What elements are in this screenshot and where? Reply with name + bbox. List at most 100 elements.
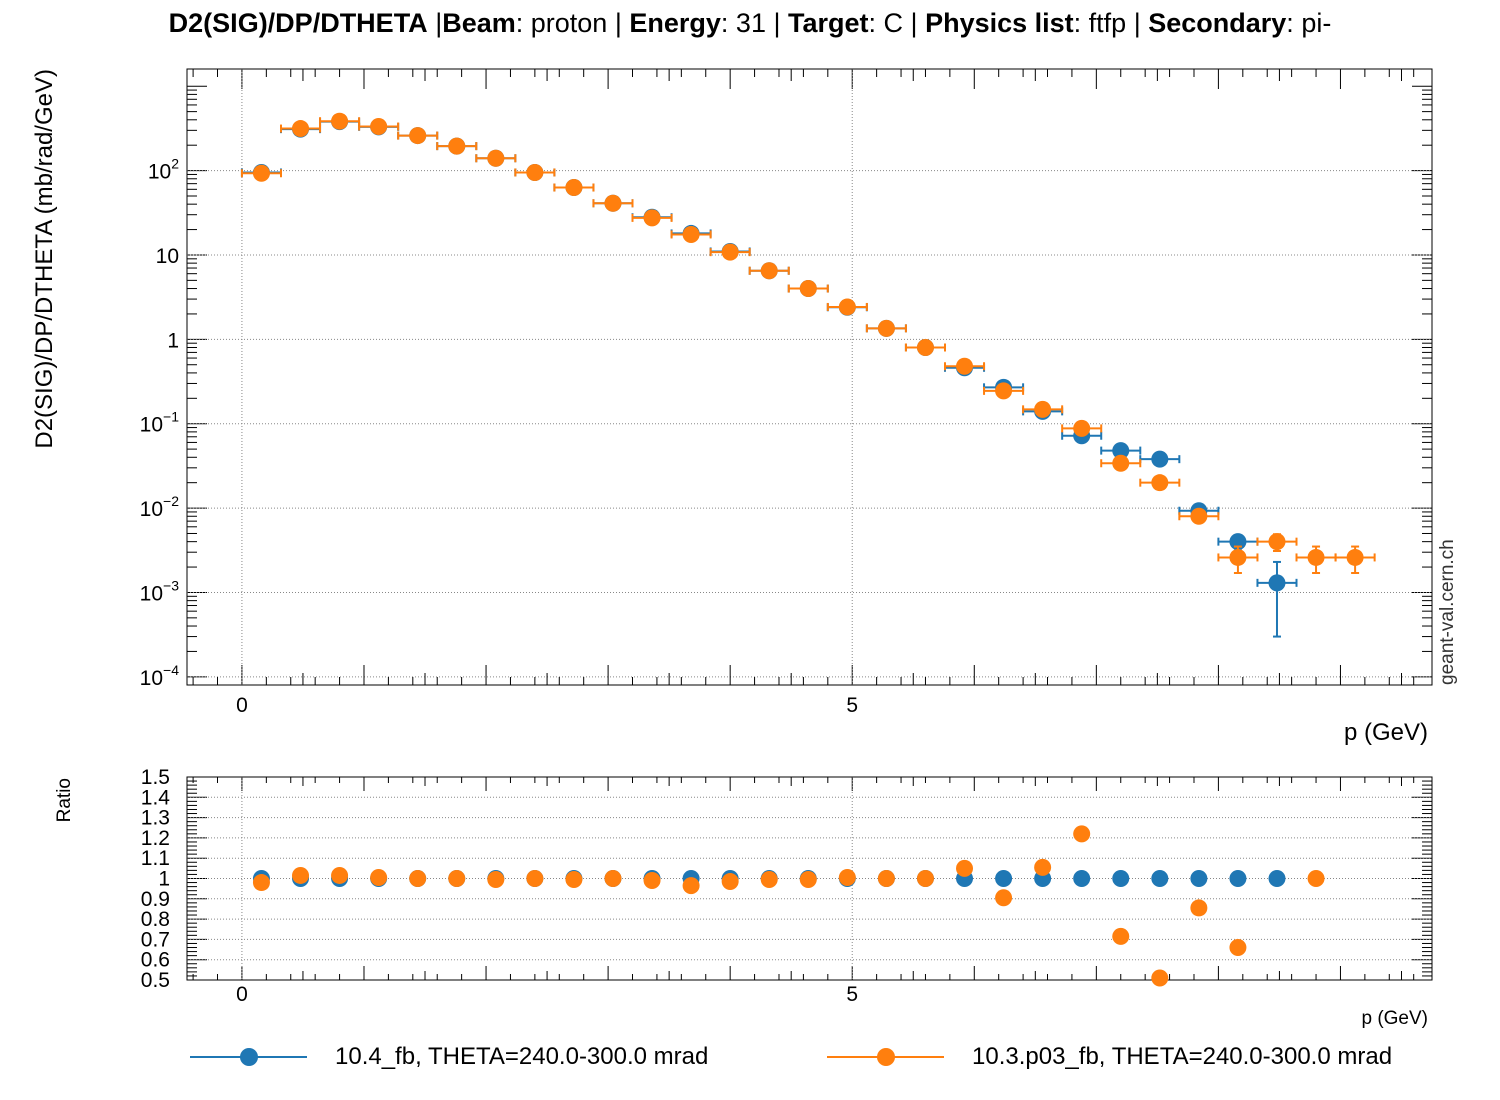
ratio-marker-series-2	[252, 874, 270, 892]
data-point-series-2	[553, 179, 595, 197]
data-point-series-2	[748, 262, 790, 280]
x-tick-label: 0	[236, 694, 248, 717]
y-tick-base: 1	[167, 329, 179, 352]
y-tick-label: 10−1	[140, 409, 180, 437]
data-point-series-2	[1334, 545, 1376, 575]
data-point-series-1	[1139, 450, 1181, 468]
ratio-marker-series-2	[487, 871, 505, 889]
ratio-marker-series-2	[721, 873, 739, 891]
data-point-series-1	[1256, 560, 1298, 638]
y-tick-label: 10−3	[140, 577, 180, 605]
ratio-y-tick-label: 1.4	[141, 786, 171, 809]
ratio-marker-series-2	[526, 870, 544, 887]
ratio-marker-series-2	[370, 868, 388, 886]
data-marker	[1307, 548, 1325, 566]
data-point-series-2	[983, 382, 1025, 400]
ratio-y-tick-label: 1.3	[141, 807, 170, 830]
title-target-key: Target	[788, 8, 869, 38]
ratio-marker-series-2	[799, 871, 817, 889]
legend-marker-1	[240, 1048, 258, 1066]
data-point-series-2	[319, 112, 361, 130]
data-marker	[721, 243, 739, 261]
ratio-marker-series-2	[1307, 870, 1325, 887]
ratio-y-tick-label: 1.5	[141, 766, 170, 789]
y-tick-base: 10	[140, 667, 163, 690]
ratio-y-tick-label: 1.1	[141, 847, 170, 870]
ratio-x-tick-label: 0	[236, 983, 248, 1006]
data-point-series-2	[475, 149, 517, 167]
ratio-y-tick-label: 0.8	[141, 908, 170, 931]
ratio-marker-series-2	[409, 870, 427, 887]
data-marker	[1112, 454, 1130, 472]
figure-title: D2(SIG)/DP/DTHETA |Beam: proton | Energy…	[168, 8, 1332, 38]
title-physics-key: Physics list	[925, 8, 1074, 38]
data-marker	[1229, 533, 1247, 551]
data-point-series-2	[826, 298, 868, 316]
ratio-y-tick-label: 0.7	[141, 928, 170, 951]
data-marker	[1346, 548, 1364, 566]
title-target-value: C	[883, 8, 904, 38]
data-marker	[1268, 533, 1286, 551]
ratio-x-axis-title: p (GeV)	[1361, 1008, 1428, 1029]
data-marker	[682, 225, 700, 243]
ratio-y-axis-title: Ratio	[54, 778, 75, 822]
data-marker	[1268, 574, 1286, 592]
ratio-marker-series-1	[1229, 870, 1247, 887]
ratio-marker-series-2	[1190, 899, 1208, 917]
data-marker	[1151, 450, 1169, 468]
y-tick-label: 102	[148, 156, 179, 184]
legend-entry-1: 10.4_fb, THETA=240.0-300.0 mrad	[190, 1035, 708, 1079]
data-marker	[799, 280, 817, 298]
y-tick-label: 1	[167, 329, 179, 352]
ratio-marker-series-2	[995, 889, 1013, 907]
data-point-series-2	[1217, 545, 1259, 575]
data-marker	[292, 120, 310, 138]
ratio-marker-series-2	[1034, 858, 1052, 876]
ratio-marker-series-2	[1151, 969, 1169, 987]
ratio-y-tick-label: 0.6	[141, 949, 170, 972]
legend-swatch-1	[190, 1035, 307, 1079]
y-tick-base: 10	[148, 161, 171, 184]
ratio-marker-series-2	[331, 866, 349, 884]
data-marker	[370, 118, 388, 136]
ratio-marker-series-2	[1112, 927, 1130, 945]
ratio-marker-series-2	[565, 871, 583, 889]
data-point-series-2	[592, 194, 634, 212]
data-point-series-2	[865, 319, 907, 337]
data-point-series-2	[358, 118, 400, 136]
y-tick-base: 10	[140, 414, 163, 437]
y-tick-exponent: 2	[171, 156, 179, 172]
ratio-marker-series-2	[838, 868, 856, 886]
ratio-marker-series-1	[1112, 870, 1130, 887]
legend-swatch-2	[827, 1035, 944, 1079]
data-marker	[916, 339, 934, 357]
y-tick-base: 10	[156, 245, 179, 268]
data-marker	[1151, 474, 1169, 492]
ratio-y-tick-label: 1.2	[141, 827, 170, 850]
ratio-marker-series-1	[1073, 870, 1091, 887]
data-marker	[1073, 419, 1091, 437]
watermark-text: geant-val.cern.ch	[1437, 539, 1458, 685]
data-point-series-2	[436, 137, 478, 155]
ratio-marker-series-2	[1073, 825, 1091, 843]
x-tick-label: 5	[846, 694, 858, 717]
data-marker	[252, 164, 270, 182]
ratio-marker-series-2	[604, 870, 622, 887]
title-name: D2(SIG)/DP/DTHETA	[168, 8, 428, 38]
data-point-series-2	[1295, 545, 1337, 575]
legend-label-1: 10.4_fb, THETA=240.0-300.0 mrad	[335, 1043, 709, 1070]
data-point-series-2	[670, 225, 712, 243]
data-point-series-1	[1100, 442, 1142, 460]
ratio-x-tick-label: 5	[846, 983, 858, 1006]
ratio-y-tick-label: 0.9	[141, 888, 170, 911]
legend-entry-2: 10.3.p03_fb, THETA=240.0-300.0 mrad	[827, 1035, 1392, 1079]
data-point-series-2	[397, 127, 439, 145]
ratio-marker-series-1	[1268, 870, 1286, 887]
title-energy-value: 31	[735, 8, 766, 38]
ratio-marker-series-1	[995, 870, 1013, 887]
data-point-series-2	[240, 164, 282, 182]
ratio-marker-series-2	[448, 870, 466, 887]
data-marker	[1229, 548, 1247, 566]
